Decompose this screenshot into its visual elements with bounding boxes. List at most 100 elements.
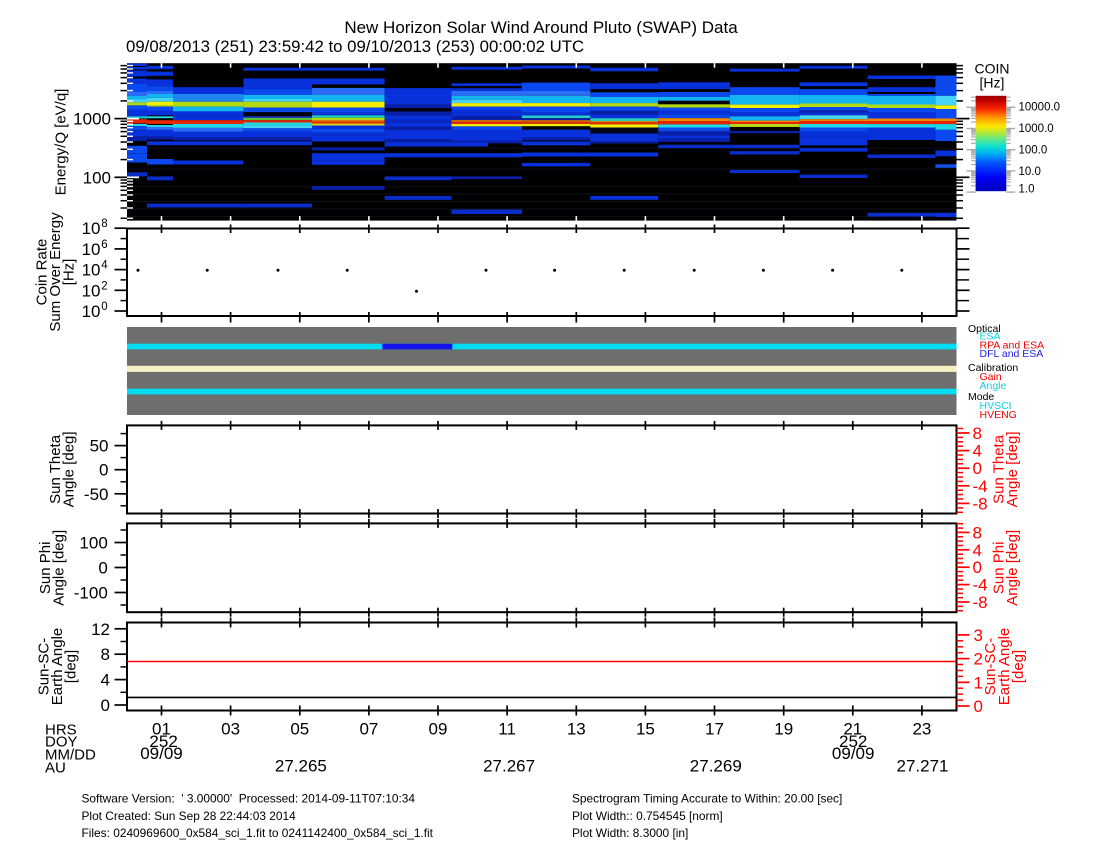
svg-text:8: 8 xyxy=(973,424,982,443)
svg-text:07: 07 xyxy=(359,719,378,738)
svg-text:-8: -8 xyxy=(973,593,988,612)
svg-text:10: 10 xyxy=(82,281,101,300)
svg-text:Sum Over Energy: Sum Over Energy xyxy=(47,212,64,332)
svg-text:11: 11 xyxy=(498,719,516,738)
svg-text:[deg]: [deg] xyxy=(63,650,80,683)
svg-text:19: 19 xyxy=(774,719,793,738)
svg-text:09/08/2013 (251) 23:59:42 to 0: 09/08/2013 (251) 23:59:42 to 09/10/2013 … xyxy=(126,37,584,56)
svg-text:0: 0 xyxy=(101,301,107,313)
svg-text:27.265: 27.265 xyxy=(275,756,327,775)
svg-text:50: 50 xyxy=(90,437,109,456)
svg-text:MM/DD: MM/DD xyxy=(45,747,96,764)
svg-text:1: 1 xyxy=(974,673,983,692)
svg-text:13: 13 xyxy=(567,719,586,738)
svg-text:10: 10 xyxy=(82,240,101,259)
svg-text:100: 100 xyxy=(79,534,107,553)
svg-text:12: 12 xyxy=(91,620,110,639)
svg-text:Angle [deg]: Angle [deg] xyxy=(51,530,68,606)
svg-text:0: 0 xyxy=(98,559,107,578)
svg-text:Calibration: Calibration xyxy=(968,362,1018,374)
svg-text:Angle: Angle xyxy=(980,380,1007,392)
svg-text:17: 17 xyxy=(705,719,724,738)
svg-text:1000: 1000 xyxy=(73,110,111,129)
svg-text:Angle [deg]: Angle [deg] xyxy=(1004,530,1021,606)
svg-text:AU: AU xyxy=(45,759,66,776)
svg-text:10: 10 xyxy=(82,219,101,238)
svg-text:Sun Theta: Sun Theta xyxy=(991,434,1008,504)
svg-text:[Hz]: [Hz] xyxy=(980,75,1005,91)
svg-text:-4: -4 xyxy=(973,576,988,595)
svg-text:3: 3 xyxy=(974,626,983,645)
svg-text:Angle [deg]: Angle [deg] xyxy=(1004,431,1021,507)
svg-text:0: 0 xyxy=(101,696,110,715)
svg-text:2: 2 xyxy=(974,650,983,669)
svg-text:RPA and ESA: RPA and ESA xyxy=(980,339,1045,351)
svg-text:252: 252 xyxy=(839,732,867,751)
svg-text:Plot Created: Sun Sep 28 22:44: Plot Created: Sun Sep 28 22:44:03 2014 xyxy=(82,809,297,823)
svg-text:Files: 0240969600_0x584_sci_1.: Files: 0240969600_0x584_sci_1.fit to 024… xyxy=(82,826,434,840)
svg-text:2: 2 xyxy=(101,280,107,292)
svg-text:03: 03 xyxy=(221,719,240,738)
svg-text:Sun-SC-: Sun-SC- xyxy=(982,638,999,696)
svg-text:0: 0 xyxy=(99,461,108,480)
svg-text:8: 8 xyxy=(973,523,982,542)
svg-text:Software Version: ' 3.00000': Software Version: ' 3.00000' Processed: … xyxy=(82,792,416,806)
svg-text:Sun Theta: Sun Theta xyxy=(47,434,64,504)
svg-text:09/09: 09/09 xyxy=(140,744,183,763)
svg-text:21: 21 xyxy=(843,719,862,738)
svg-text:Plot Width: 8.3000 [in]: Plot Width: 8.3000 [in] xyxy=(572,826,688,840)
svg-text:Plot Width:: 0.754545 [norm]: Plot Width:: 0.754545 [norm] xyxy=(572,809,723,823)
svg-text:100.0: 100.0 xyxy=(1019,145,1048,157)
svg-text:252: 252 xyxy=(149,732,177,751)
svg-text:Angle [deg]: Angle [deg] xyxy=(61,431,78,507)
svg-text:[deg]: [deg] xyxy=(1010,650,1027,683)
svg-text:8: 8 xyxy=(101,645,110,664)
svg-text:DOY: DOY xyxy=(45,733,78,750)
svg-text:-4: -4 xyxy=(973,477,988,496)
svg-text:8: 8 xyxy=(101,218,107,230)
svg-text:10: 10 xyxy=(82,302,101,321)
svg-text:-100: -100 xyxy=(74,584,108,603)
svg-text:Earth Angle: Earth Angle xyxy=(996,628,1013,706)
svg-text:HRS: HRS xyxy=(45,721,77,738)
svg-text:Sun Phi: Sun Phi xyxy=(991,542,1008,595)
svg-text:Spectrogram Timing Accurate to: Spectrogram Timing Accurate to Within: 2… xyxy=(572,792,842,806)
svg-text:4: 4 xyxy=(973,541,982,560)
svg-text:27.267: 27.267 xyxy=(483,756,535,775)
svg-text:27.269: 27.269 xyxy=(690,756,742,775)
svg-text:HVENG: HVENG xyxy=(980,409,1017,421)
svg-text:05: 05 xyxy=(290,719,309,738)
svg-text:-8: -8 xyxy=(973,494,988,513)
svg-text:Sun-SC-: Sun-SC- xyxy=(36,638,53,696)
svg-text:10000.0: 10000.0 xyxy=(1019,102,1061,114)
svg-text:1.0: 1.0 xyxy=(1019,184,1035,196)
svg-text:4: 4 xyxy=(101,260,108,272)
svg-text:Earth Angle: Earth Angle xyxy=(49,628,66,706)
svg-text:23: 23 xyxy=(912,719,931,738)
svg-text:09: 09 xyxy=(429,719,448,738)
svg-text:09/09: 09/09 xyxy=(832,744,875,763)
svg-text:New Horizon Solar Wind Around: New Horizon Solar Wind Around Pluto (SWA… xyxy=(344,18,738,37)
svg-text:6: 6 xyxy=(101,239,107,251)
svg-text:10: 10 xyxy=(82,261,101,280)
svg-text:ESA: ESA xyxy=(980,331,1001,343)
svg-text:01: 01 xyxy=(152,719,171,738)
svg-text:Gain: Gain xyxy=(980,371,1002,383)
svg-text:4: 4 xyxy=(101,671,110,690)
svg-text:[Hz]: [Hz] xyxy=(61,259,78,286)
svg-text:27.271: 27.271 xyxy=(897,756,949,775)
svg-text:DFL and ESA: DFL and ESA xyxy=(980,348,1044,360)
svg-text:1000.0: 1000.0 xyxy=(1019,123,1054,135)
svg-text:HVSCI: HVSCI xyxy=(980,400,1012,412)
svg-text:Optical: Optical xyxy=(968,323,1001,335)
svg-text:Mode: Mode xyxy=(968,391,994,403)
svg-text:100: 100 xyxy=(83,168,111,187)
svg-text:10.0: 10.0 xyxy=(1019,166,1041,178)
svg-text:15: 15 xyxy=(636,719,655,738)
svg-text:Coin Rate: Coin Rate xyxy=(34,239,51,306)
svg-text:Energy/Q [eV/q]: Energy/Q [eV/q] xyxy=(53,89,70,196)
svg-text:0: 0 xyxy=(973,459,982,478)
svg-text:-50: -50 xyxy=(84,485,109,504)
svg-text:Sun Phi: Sun Phi xyxy=(37,542,54,595)
svg-text:0: 0 xyxy=(974,697,983,716)
